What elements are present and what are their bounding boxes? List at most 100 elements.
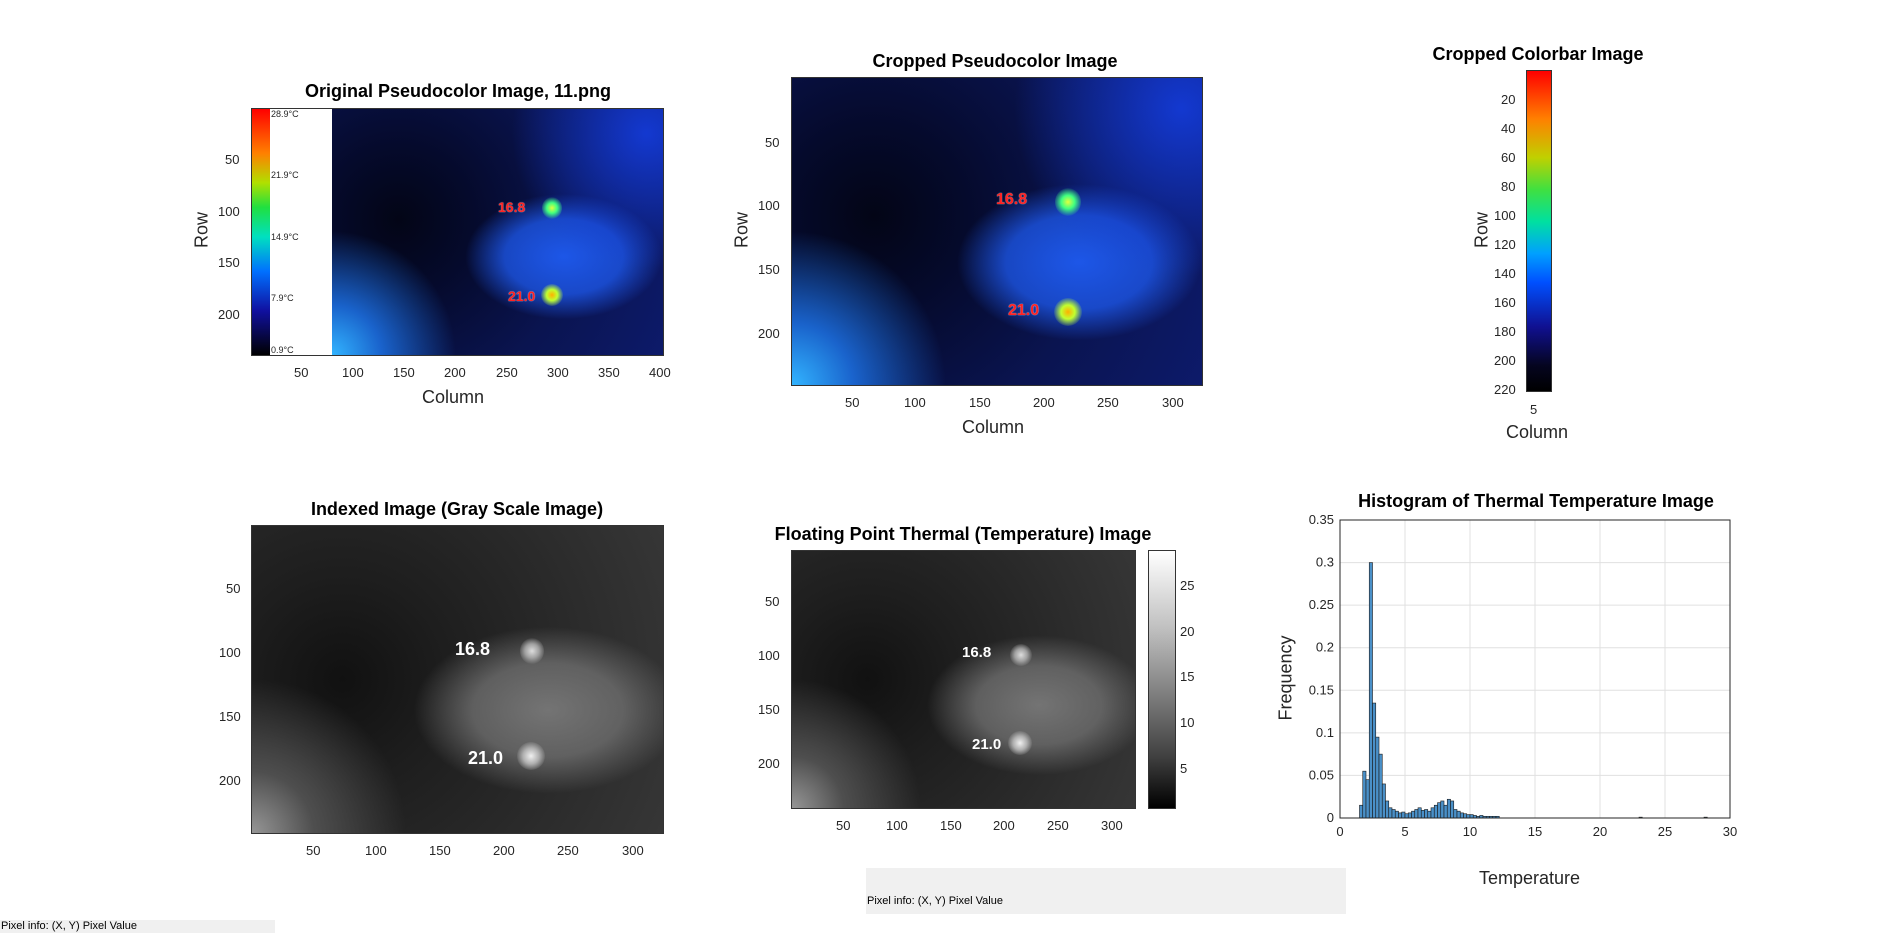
xtick: 5 — [1530, 402, 1538, 417]
ytick: 100 — [758, 648, 780, 663]
ytick-label: 0.35 — [1309, 512, 1334, 527]
ytick: 50 — [765, 135, 780, 150]
xtick: 250 — [557, 843, 579, 858]
histogram-bar — [1398, 812, 1403, 819]
ytick: 50 — [226, 581, 241, 596]
histogram-bar — [1417, 807, 1422, 819]
hotspot — [1008, 731, 1032, 755]
plot-frame — [1339, 519, 1731, 819]
histogram-bar — [1362, 770, 1367, 819]
xtick-label: 5 — [1401, 824, 1408, 839]
hotspot — [1010, 644, 1032, 666]
histogram-bar — [1375, 736, 1380, 819]
cropped-image[interactable]: 16.8 21.0 — [791, 77, 1203, 386]
xtick: 300 — [622, 843, 644, 858]
colorbar-xlabel: Column — [1506, 422, 1569, 442]
xtick: 100 — [904, 395, 926, 410]
ytick-label: 0.05 — [1309, 767, 1334, 782]
histogram-title: Histogram of Thermal Temperature Image — [1358, 491, 1714, 511]
histogram-bar — [1378, 753, 1383, 819]
xtick: 300 — [547, 365, 569, 380]
xtick: 350 — [598, 365, 620, 380]
histogram-bar — [1401, 811, 1406, 819]
hotspot — [541, 284, 563, 306]
ytick: 80 — [1501, 179, 1516, 194]
colorbar-image[interactable] — [1526, 70, 1552, 392]
histogram-bar — [1414, 809, 1419, 819]
floating-title: Floating Point Thermal (Temperature) Ima… — [774, 524, 1152, 544]
legend-label: 14.9°C — [271, 232, 299, 242]
ytick: 200 — [758, 326, 780, 341]
xtick-label: 0 — [1336, 824, 1343, 839]
histogram-ylabel: Frequency — [1275, 635, 1296, 721]
spot-label: 21.0 — [508, 288, 536, 304]
hotspot — [542, 197, 562, 219]
cbar-tick: 20 — [1180, 624, 1195, 639]
cbar-tick: 25 — [1180, 578, 1195, 593]
colorbar-title: Cropped Colorbar Image — [1432, 44, 1644, 64]
ytick: 100 — [1494, 208, 1516, 223]
hotspot — [1054, 298, 1082, 326]
spot-label: 16.8 — [455, 639, 491, 659]
cbar-tick: 10 — [1180, 715, 1195, 730]
xtick: 50 — [836, 818, 851, 833]
floating-colorbar[interactable] — [1148, 550, 1176, 809]
original-image[interactable]: 28.9°C 21.9°C 14.9°C 7.9°C 0.9°C 16.8 21… — [251, 108, 664, 356]
ytick: 100 — [219, 645, 241, 660]
xtick: 200 — [444, 365, 466, 380]
legend-colorbar — [252, 109, 270, 355]
histogram-chart[interactable]: 0 5 10 15 20 25 30 0 0.05 0.1 0.15 0.2 0.25 0.3 0.35 — [1290, 510, 1770, 840]
legend-label: 0.9°C — [271, 345, 294, 355]
histogram-bar — [1391, 809, 1396, 819]
ytick: 160 — [1494, 295, 1516, 310]
cropped-ylabel: Row — [731, 211, 752, 249]
xtick-label: 30 — [1723, 824, 1737, 839]
indexed-image[interactable]: 16.8 21.0 — [251, 525, 664, 834]
histogram-bar — [1404, 813, 1409, 819]
spot-label: 21.0 — [1008, 302, 1040, 319]
xtick-label: 25 — [1658, 824, 1672, 839]
xtick: 250 — [496, 365, 518, 380]
ytick-label: 0.15 — [1309, 682, 1334, 697]
spot-label: 16.8 — [962, 644, 992, 661]
histogram-bar — [1456, 810, 1461, 819]
ytick: 100 — [218, 204, 240, 219]
histogram-bar — [1368, 562, 1373, 819]
xtick: 400 — [649, 365, 671, 380]
xtick: 50 — [294, 365, 309, 380]
histogram-bar — [1466, 814, 1471, 819]
ytick: 50 — [765, 594, 780, 609]
pixel-info-center-box: Pixel info: (X, Y) Pixel Value — [866, 868, 1346, 914]
histogram-bar — [1459, 812, 1464, 819]
histogram-bar — [1424, 809, 1429, 819]
histogram-bar — [1359, 804, 1364, 819]
ytick: 60 — [1501, 150, 1516, 165]
xtick: 100 — [342, 365, 364, 380]
histogram-bar — [1463, 813, 1468, 819]
cbar-tick: 15 — [1180, 669, 1195, 684]
histogram-bar — [1372, 702, 1377, 819]
xtick: 200 — [493, 843, 515, 858]
ytick: 150 — [758, 702, 780, 717]
ytick: 200 — [758, 756, 780, 771]
original-xlabel: Column — [422, 387, 485, 407]
xtick: 200 — [993, 818, 1015, 833]
xtick: 150 — [429, 843, 451, 858]
histogram-bar — [1443, 804, 1448, 819]
ytick: 50 — [225, 152, 240, 167]
indexed-title: Indexed Image (Gray Scale Image) — [310, 499, 604, 519]
floating-image[interactable]: 16.8 21.0 — [791, 550, 1136, 809]
histogram-bar — [1388, 807, 1393, 819]
ytick: 150 — [219, 709, 241, 724]
ytick-label: 0 — [1327, 810, 1334, 825]
pixel-info-center: Pixel info: (X, Y) Pixel Value — [867, 895, 1003, 907]
original-ylabel: Row — [191, 211, 212, 249]
xtick: 200 — [1033, 395, 1055, 410]
xtick: 250 — [1097, 395, 1119, 410]
spot-label: 16.8 — [498, 199, 526, 215]
xtick-label: 10 — [1463, 824, 1477, 839]
histogram-bar — [1411, 810, 1416, 819]
ytick: 150 — [758, 262, 780, 277]
histogram-bar — [1365, 779, 1370, 819]
pixel-info-left: Pixel info: (X, Y) Pixel Value — [0, 920, 275, 933]
